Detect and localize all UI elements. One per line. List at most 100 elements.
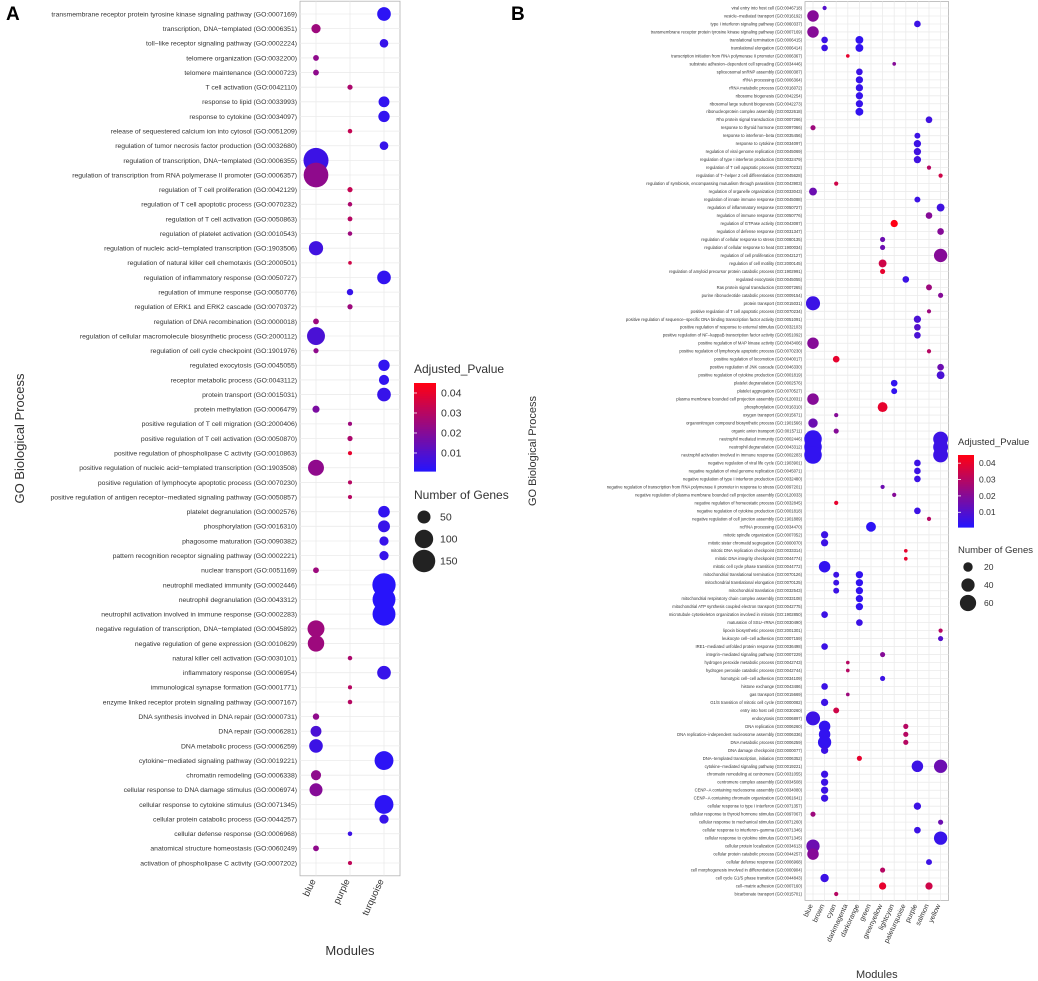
size-legend-label: 40: [984, 580, 994, 590]
color-bar-segment: [958, 474, 974, 478]
data-point: [926, 284, 932, 291]
y-tick-label: Ras protein signal transduction (GO:0007…: [717, 285, 803, 290]
y-tick-label: cellular defense response (GO:0006968): [726, 860, 802, 865]
color-bar-segment: [414, 462, 436, 465]
y-tick-label: DNA damage checkpoint (GO:0000077): [728, 748, 803, 753]
data-point: [818, 560, 831, 573]
color-bar-segment: [958, 467, 974, 470]
color-bar-segment: [958, 462, 974, 465]
y-tick-label: phagosome maturation (GO:0090382): [182, 538, 297, 545]
y-tick-label: anatomical structure homeostasis (GO:006…: [150, 846, 297, 853]
y-tick-label: cellular defense response (GO:0006968): [174, 831, 297, 838]
data-point: [378, 520, 390, 533]
panel-a-dot-plot: transmembrane receptor protein tyrosine …: [12, 0, 509, 958]
color-bar-segment: [958, 525, 974, 528]
color-bar-segment: [414, 444, 436, 448]
data-point: [925, 116, 933, 124]
data-point: [891, 388, 898, 395]
data-point: [820, 873, 829, 883]
color-legend-label: 0.03: [979, 475, 996, 485]
data-point: [938, 636, 944, 642]
data-point: [805, 711, 821, 726]
y-tick-label: positive regulation of MAP kinase activi…: [698, 341, 802, 346]
data-point: [347, 304, 353, 310]
data-point: [347, 494, 353, 500]
data-point: [347, 480, 353, 485]
data-point: [818, 720, 831, 733]
size-legend-dot: [412, 549, 436, 573]
y-tick-label: regulation of cell proliferation (GO:004…: [721, 253, 803, 258]
y-tick-label: viral entry into host cell (GO:0046718): [731, 5, 802, 10]
y-tick-label: negative regulation of viral genome repl…: [689, 468, 803, 473]
y-tick-label: neutrophil degranulation (GO:0043312): [729, 444, 802, 449]
y-tick-label: cytokine−mediated signaling pathway (GO:…: [139, 758, 297, 765]
data-point: [347, 699, 353, 705]
data-point: [820, 786, 829, 794]
y-tick-label: cellular response to thyroid hormone sti…: [690, 812, 803, 817]
color-bar-segment: [958, 509, 974, 512]
color-bar-segment: [958, 483, 974, 487]
y-tick-label: natural killer cell activation (GO:00301…: [172, 655, 297, 662]
y-tick-label: negative regulation of plasma membrane b…: [635, 492, 803, 497]
data-point: [855, 587, 864, 595]
x-axis-title: Modules: [325, 943, 375, 958]
y-tick-label: cellular protein catabolic process (GO:0…: [153, 816, 297, 823]
data-point: [866, 521, 876, 532]
color-bar-segment: [414, 468, 436, 472]
y-tick-label: lipoxin biosynthetic process (GO:2001301…: [723, 628, 803, 633]
y-tick-label: negative regulation of gene expression (…: [135, 641, 297, 648]
data-point: [913, 140, 922, 148]
data-point: [378, 110, 390, 123]
color-bar-segment: [414, 457, 436, 461]
data-point: [926, 309, 932, 314]
data-point: [903, 556, 908, 561]
data-point: [820, 531, 829, 539]
size-legend-dot: [414, 529, 434, 549]
size-legend-dot: [963, 562, 973, 572]
data-point: [347, 860, 353, 866]
y-tick-label: regulation of natural killer cell chemot…: [127, 260, 297, 267]
data-point: [347, 685, 353, 690]
data-point: [377, 665, 391, 680]
y-tick-label: regulation of T cell proliferation (GO:0…: [159, 187, 297, 194]
x-tick-label: blue: [803, 903, 815, 918]
color-bar-segment: [414, 451, 436, 454]
data-point: [855, 35, 864, 44]
y-tick-label: positive regulation of locomotion (GO:00…: [714, 357, 802, 362]
y-tick-label: neutrophil mediated immunity (GO:0002446…: [719, 436, 802, 441]
y-tick-label: immunological synapse formation (GO:0001…: [151, 685, 297, 692]
y-tick-label: toll−like receptor signaling pathway (GO…: [146, 41, 297, 48]
y-tick-label: nuclear transport (GO:0051169): [201, 568, 297, 575]
data-point: [821, 643, 828, 650]
data-point: [926, 349, 932, 354]
data-point: [880, 867, 886, 873]
data-point: [820, 794, 829, 802]
y-tick-label: CENP−A containing nucleosome assembly (G…: [695, 788, 803, 793]
y-tick-label: transmembrane receptor protein tyrosine …: [51, 11, 297, 18]
y-tick-label: regulation of T cell apoptotic process (…: [141, 202, 297, 209]
data-point: [347, 451, 353, 456]
data-point: [938, 173, 943, 178]
color-bar-segment: [414, 422, 436, 426]
x-tick-label: purple: [332, 877, 353, 906]
color-bar-segment: [958, 473, 974, 476]
y-axis-title: GO Biological Process: [527, 395, 539, 506]
data-point: [936, 371, 945, 380]
data-point: [804, 446, 822, 464]
data-point: [845, 668, 850, 673]
data-point: [914, 826, 921, 834]
y-tick-label: negative regulation of type I interferon…: [683, 476, 803, 481]
data-point: [914, 507, 921, 515]
color-bar-segment: [414, 455, 436, 459]
y-tick-label: positive regulation of lymphocyte apopto…: [98, 480, 297, 487]
color-bar-segment: [958, 492, 974, 496]
y-tick-label: regulation of T cell apoptotic process (…: [706, 165, 803, 170]
data-point: [855, 76, 864, 84]
data-point: [877, 402, 888, 413]
y-tick-label: type I interferon signaling pathway (GO:…: [711, 21, 803, 26]
data-point: [903, 731, 909, 737]
color-bar-segment: [958, 507, 974, 510]
data-point: [936, 203, 945, 212]
data-point: [821, 36, 828, 44]
data-point: [855, 579, 864, 587]
